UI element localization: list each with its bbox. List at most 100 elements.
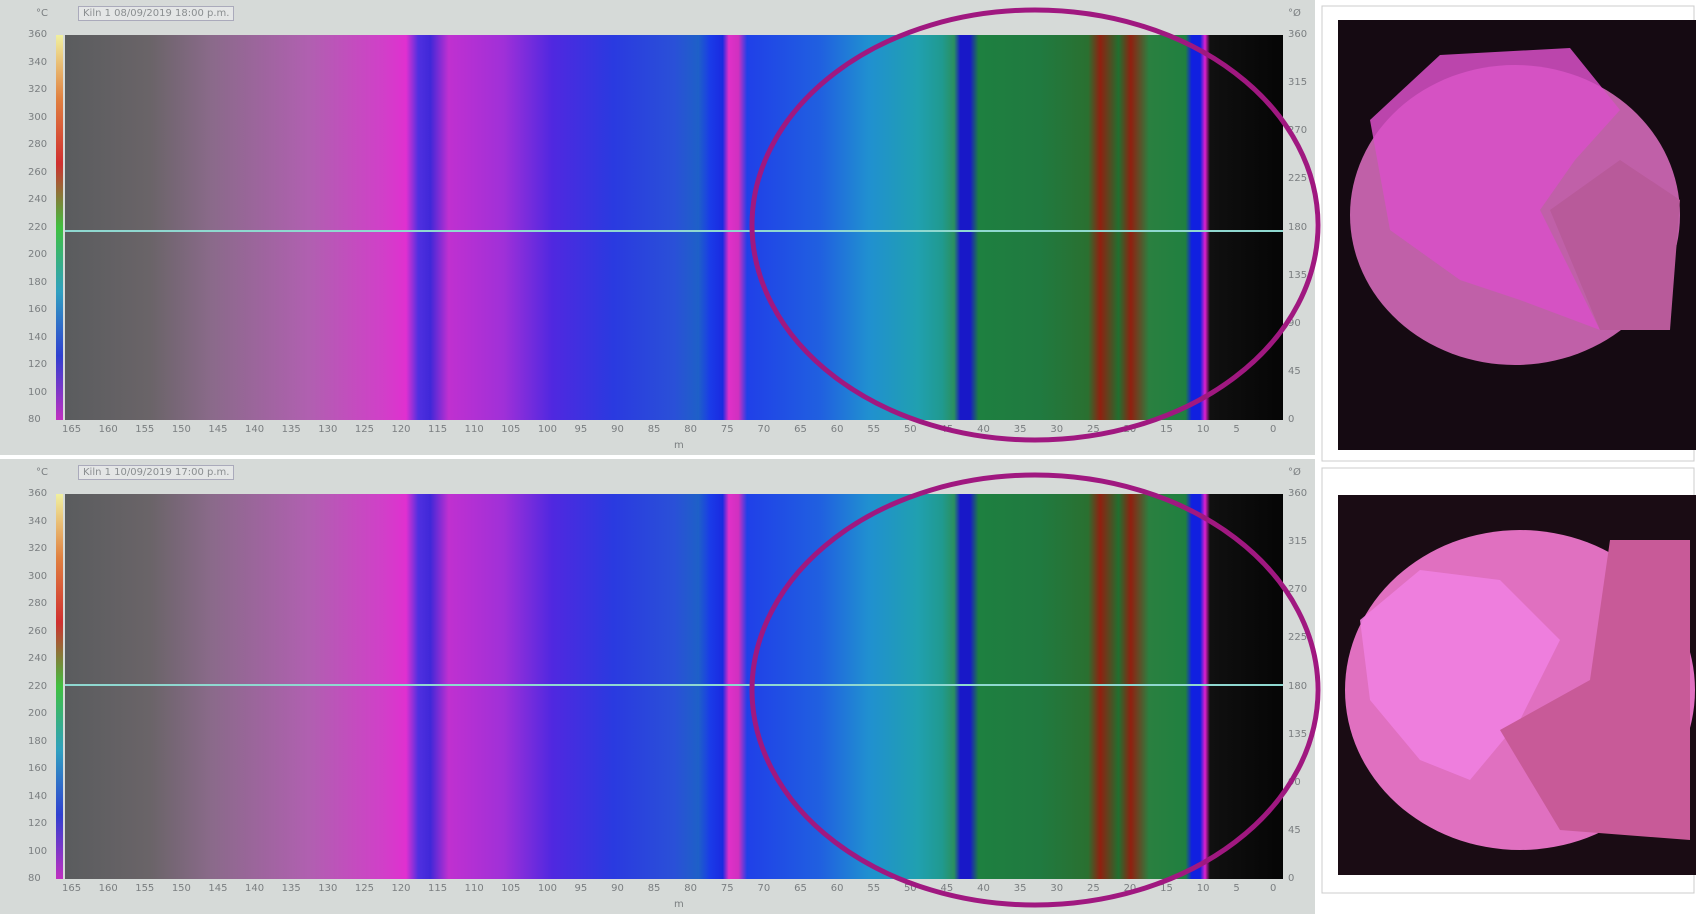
x-tick-label: 40 (977, 883, 990, 894)
photo-frame (1322, 6, 1694, 461)
x-unit: m (674, 440, 684, 451)
x-tick-label: 5 (1233, 883, 1239, 894)
x-tick-label: 75 (721, 424, 734, 435)
x-tick-label: 130 (318, 883, 337, 894)
right-tick-label: 315 (1288, 77, 1307, 88)
kiln-wall (1550, 160, 1680, 330)
x-tick-label: 60 (831, 883, 844, 894)
x-tick-label: 165 (62, 424, 81, 435)
x-tick-label: 15 (1160, 883, 1173, 894)
x-tick-label: 125 (355, 883, 374, 894)
right-tick-label: 135 (1288, 729, 1307, 740)
y-tick-label: 360 (28, 29, 47, 40)
y-tick-label: 180 (28, 277, 47, 288)
x-tick-label: 40 (977, 424, 990, 435)
x-tick-label: 0 (1270, 883, 1276, 894)
x-tick-label: 65 (794, 883, 807, 894)
y-tick-label: 260 (28, 626, 47, 637)
right-tick-label: 135 (1288, 270, 1307, 281)
right-tick-label: 225 (1288, 632, 1307, 643)
material-bed (1370, 48, 1620, 330)
right-tick-label: 45 (1288, 825, 1301, 836)
x-tick-label: 50 (904, 424, 917, 435)
right-tick-label: 225 (1288, 173, 1307, 184)
y-tick-label: 120 (28, 818, 47, 829)
x-tick-label: 25 (1087, 883, 1100, 894)
x-tick-label: 115 (428, 424, 447, 435)
right-tick-label: 0 (1288, 873, 1294, 884)
x-tick-label: 140 (245, 424, 264, 435)
x-tick-label: 35 (1014, 424, 1027, 435)
x-unit: m (674, 899, 684, 910)
x-tick-label: 90 (611, 424, 624, 435)
x-tick-label: 5 (1233, 424, 1239, 435)
x-tick-label: 75 (721, 883, 734, 894)
y-tick-label: 100 (28, 846, 47, 857)
x-tick-label: 155 (135, 883, 154, 894)
y-tick-label: 240 (28, 653, 47, 664)
x-tick-label: 55 (867, 883, 880, 894)
x-tick-label: 30 (1050, 883, 1063, 894)
x-tick-label: 150 (172, 424, 191, 435)
x-tick-label: 140 (245, 883, 264, 894)
y-tick-label: 340 (28, 516, 47, 527)
color-scale (56, 494, 63, 879)
right-tick-label: 270 (1288, 125, 1307, 136)
thermal-map (65, 35, 1283, 420)
y-tick-label: 300 (28, 112, 47, 123)
x-tick-label: 135 (282, 424, 301, 435)
kiln-opening (1350, 65, 1680, 365)
kiln-photo (1338, 495, 1696, 875)
kiln-wall (1500, 540, 1690, 840)
panel-header: Kiln 1 10/09/2019 17:00 p.m. (78, 465, 234, 480)
y-tick-label: 80 (28, 873, 41, 884)
y-tick-label: 100 (28, 387, 47, 398)
x-tick-label: 80 (684, 883, 697, 894)
cursor-line (65, 230, 1283, 232)
cursor-line (65, 684, 1283, 686)
x-tick-label: 85 (648, 883, 661, 894)
x-tick-label: 90 (611, 883, 624, 894)
y-tick-label: 80 (28, 414, 41, 425)
kiln-opening (1345, 530, 1695, 850)
x-tick-label: 45 (941, 424, 954, 435)
x-tick-label: 15 (1160, 424, 1173, 435)
photo-frame (1322, 468, 1694, 893)
right-tick-label: 90 (1288, 777, 1301, 788)
right-tick-label: 90 (1288, 318, 1301, 329)
x-tick-label: 115 (428, 883, 447, 894)
x-tick-label: 160 (99, 424, 118, 435)
x-tick-label: 25 (1087, 424, 1100, 435)
color-scale (56, 35, 63, 420)
y-tick-label: 280 (28, 598, 47, 609)
y-tick-label: 200 (28, 708, 47, 719)
panel-header: Kiln 1 08/09/2019 18:00 p.m. (78, 6, 234, 21)
right-tick-label: 270 (1288, 584, 1307, 595)
x-tick-label: 100 (538, 883, 557, 894)
right-tick-label: 360 (1288, 488, 1307, 499)
x-tick-label: 155 (135, 424, 154, 435)
right-unit: °Ø (1288, 8, 1301, 19)
screen: Kiln 1 08/09/2019 18:00 p.m. °C °Ø m 360 340 3… (0, 0, 1696, 914)
flame (1360, 570, 1560, 780)
y-tick-label: 200 (28, 249, 47, 260)
y-unit: °C (36, 467, 48, 478)
y-tick-label: 160 (28, 763, 47, 774)
x-tick-label: 95 (574, 424, 587, 435)
x-tick-label: 10 (1197, 883, 1210, 894)
x-tick-label: 135 (282, 883, 301, 894)
x-tick-label: 55 (867, 424, 880, 435)
x-tick-label: 35 (1014, 883, 1027, 894)
y-tick-label: 220 (28, 681, 47, 692)
x-tick-label: 165 (62, 883, 81, 894)
x-tick-label: 110 (465, 883, 484, 894)
x-tick-label: 125 (355, 424, 374, 435)
y-tick-label: 360 (28, 488, 47, 499)
x-tick-label: 85 (648, 424, 661, 435)
right-tick-label: 0 (1288, 414, 1294, 425)
x-tick-label: 20 (1124, 883, 1137, 894)
x-tick-label: 150 (172, 883, 191, 894)
right-tick-label: 360 (1288, 29, 1307, 40)
y-tick-label: 280 (28, 139, 47, 150)
